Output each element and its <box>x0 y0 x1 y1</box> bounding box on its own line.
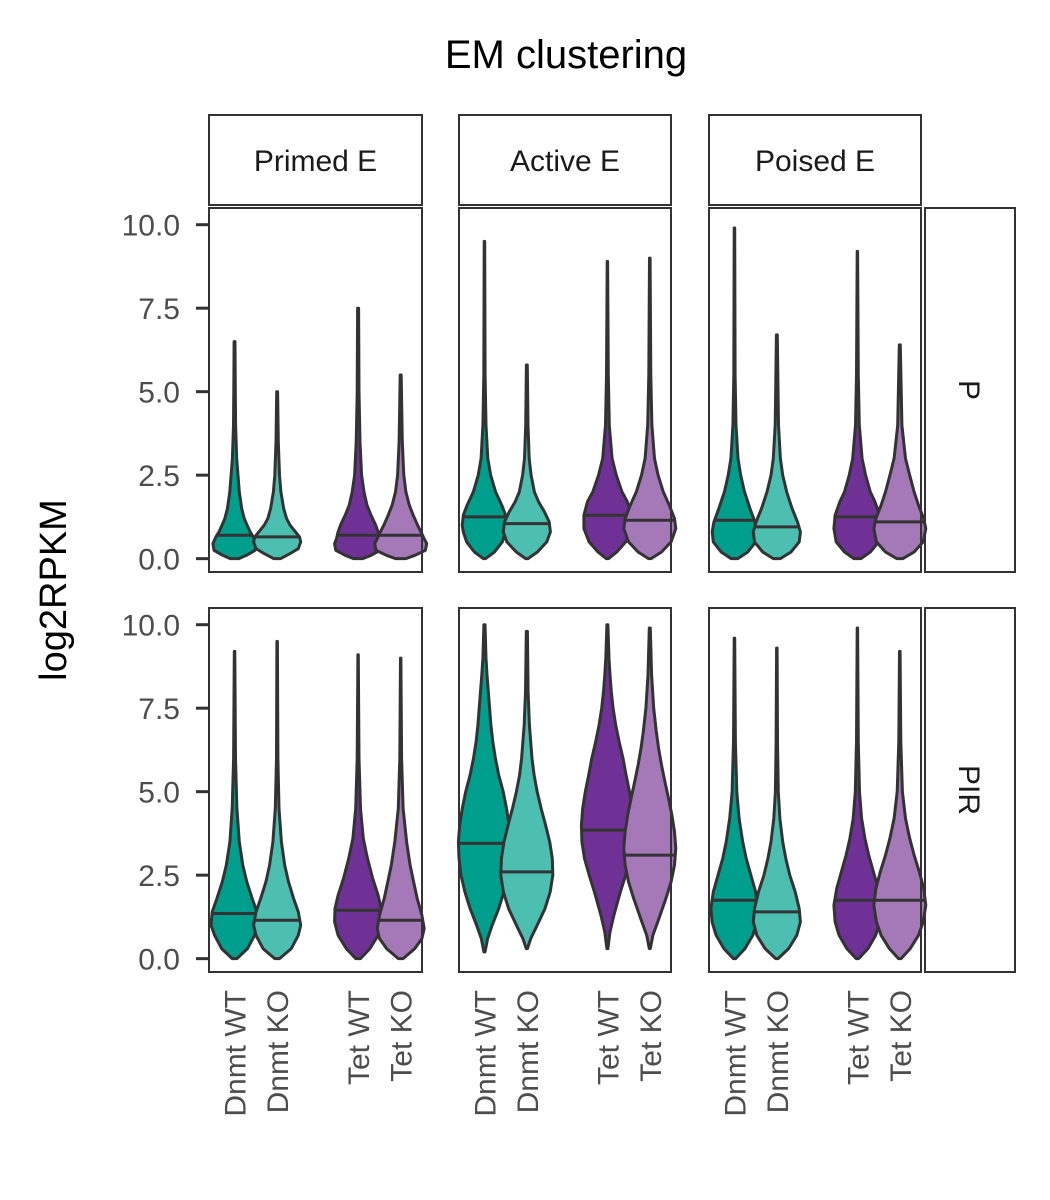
violin-dnmt-wt <box>710 226 759 561</box>
column-strip-primed-e <box>208 114 423 206</box>
y-tick-label-p-2: 5.0 <box>138 377 180 410</box>
violin-tet-ko <box>373 373 429 561</box>
row-strip-pir <box>924 607 1016 973</box>
panel-border <box>458 207 672 573</box>
y-tick-label-pir-1: 2.5 <box>138 860 180 893</box>
x-tick-label-primed-e-tet-ko: Tet KO <box>386 990 419 1082</box>
x-tick-label-primed-e-tet-wt: Tet WT <box>343 990 376 1085</box>
column-strip-label-active-e: Active E <box>510 145 620 178</box>
panel-border <box>208 607 423 973</box>
y-tick-label-p-3: 7.5 <box>138 293 180 326</box>
x-tick-label-poised-e-tet-wt: Tet WT <box>842 990 875 1085</box>
violin-dnmt-wt <box>456 623 512 954</box>
violin-tet-wt <box>333 306 384 561</box>
violin-tet-ko <box>622 626 678 951</box>
column-strip-poised-e <box>708 114 922 206</box>
row-strip-label-pir: PIR <box>952 765 985 815</box>
panel-border <box>208 207 423 573</box>
violin-tet-wt <box>333 653 384 961</box>
x-tick-label-poised-e-dnmt-wt: Dnmt WT <box>719 990 752 1117</box>
violin-tet-ko <box>622 256 678 561</box>
column-strip-label-primed-e: Primed E <box>254 145 377 178</box>
x-tick-label-active-e-dnmt-wt: Dnmt WT <box>469 990 502 1117</box>
y-axis-title: log2RPKM <box>33 499 75 681</box>
panel-p-poised-e <box>708 207 928 573</box>
y-tick-label-pir-0: 0.0 <box>138 944 180 977</box>
violin-tet-ko <box>872 649 928 961</box>
violin-tet-wt <box>832 249 883 561</box>
column-strip-label-poised-e: Poised E <box>755 145 875 178</box>
violin-tet-ko <box>872 343 928 561</box>
panel-pir-active-e <box>456 607 678 973</box>
violin-dnmt-ko <box>501 363 552 561</box>
y-tick-label-pir-4: 10.0 <box>122 610 180 643</box>
violin-dnmt-ko <box>252 639 303 961</box>
panel-pir-primed-e <box>208 607 426 973</box>
violin-dnmt-ko <box>252 390 303 561</box>
x-tick-label-active-e-dnmt-ko: Dnmt KO <box>512 990 545 1113</box>
column-strip-active-e <box>458 114 672 206</box>
x-tick-label-primed-e-dnmt-wt: Dnmt WT <box>220 990 253 1117</box>
x-tick-label-poised-e-tet-ko: Tet KO <box>885 990 918 1082</box>
violin-tet-ko <box>375 656 426 961</box>
chart-title: EM clustering <box>445 33 687 77</box>
violin-tet-wt <box>579 623 635 951</box>
violin-dnmt-wt <box>211 340 258 561</box>
violin-dnmt-ko <box>751 333 802 561</box>
x-tick-label-active-e-tet-ko: Tet KO <box>635 990 668 1082</box>
violin-dnmt-wt <box>460 239 509 561</box>
x-tick-label-poised-e-dnmt-ko: Dnmt KO <box>762 990 795 1113</box>
facet-grid: Primed E Active E Poised E P PIR 0.0 2.5 5.0 7.5… <box>122 114 1016 1117</box>
panel-border <box>708 207 922 573</box>
row-strip-p <box>924 207 1016 573</box>
row-strip-label-p: P <box>952 380 985 400</box>
panel-p-primed-e <box>208 207 429 573</box>
panel-border <box>708 607 922 973</box>
violin-dnmt-wt <box>709 636 760 961</box>
panel-p-active-e <box>458 207 678 573</box>
violin-dnmt-ko <box>499 629 555 951</box>
violin-dnmt-ko <box>751 646 802 961</box>
y-tick-label-p-1: 2.5 <box>138 460 180 493</box>
panel-pir-poised-e <box>708 607 928 973</box>
y-tick-label-p-4: 10.0 <box>122 210 180 243</box>
y-tick-label-p-0: 0.0 <box>138 544 180 577</box>
x-tick-label-active-e-tet-wt: Tet WT <box>592 990 625 1085</box>
x-tick-label-primed-e-dnmt-ko: Dnmt KO <box>262 990 295 1113</box>
y-tick-label-pir-3: 7.5 <box>138 693 180 726</box>
y-tick-label-pir-2: 5.0 <box>138 777 180 810</box>
panel-border <box>458 607 672 973</box>
